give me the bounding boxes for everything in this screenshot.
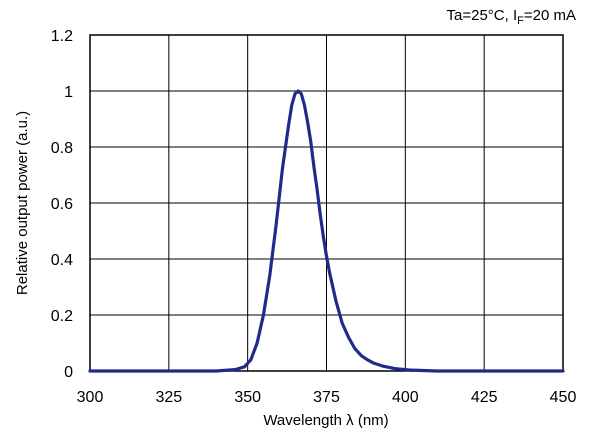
y-tick-label: 0 [64, 364, 73, 381]
x-tick-label: 400 [392, 389, 419, 406]
y-tick-label: 0.4 [51, 252, 73, 269]
y-tick-labels: 0 0.2 0.4 0.6 0.8 1 1.2 [51, 28, 73, 381]
plot-frame [89, 34, 564, 372]
y-tick-label: 0.2 [51, 308, 73, 325]
x-tick-label: 300 [77, 389, 104, 406]
x-tick-label: 325 [155, 389, 182, 406]
x-axis-label: Wavelength λ (nm) [263, 412, 388, 429]
annotation-subscript: F [517, 15, 524, 27]
y-tick-label: 1.2 [51, 28, 73, 45]
y-tick-label: 0.6 [51, 196, 73, 213]
y-axis-label: Relative output power (a.u.) [14, 111, 31, 295]
series-line [88, 89, 565, 373]
annotation-suffix: =20 mA [524, 7, 576, 24]
grid-lines [90, 35, 563, 371]
y-tick-label: 0.8 [51, 140, 73, 157]
x-tick-label: 375 [313, 389, 340, 406]
series-layer [88, 89, 565, 373]
x-tick-labels: 300 325 350 375 400 425 450 [77, 389, 577, 406]
x-tick-label: 350 [234, 389, 261, 406]
annotation-prefix: Ta=25°C, I [447, 7, 518, 24]
x-tick-label: 450 [550, 389, 577, 406]
x-tick-label: 425 [471, 389, 498, 406]
chart-annotation: Ta=25°C, IF=20 mA [447, 7, 576, 27]
y-tick-label: 1 [64, 84, 73, 101]
